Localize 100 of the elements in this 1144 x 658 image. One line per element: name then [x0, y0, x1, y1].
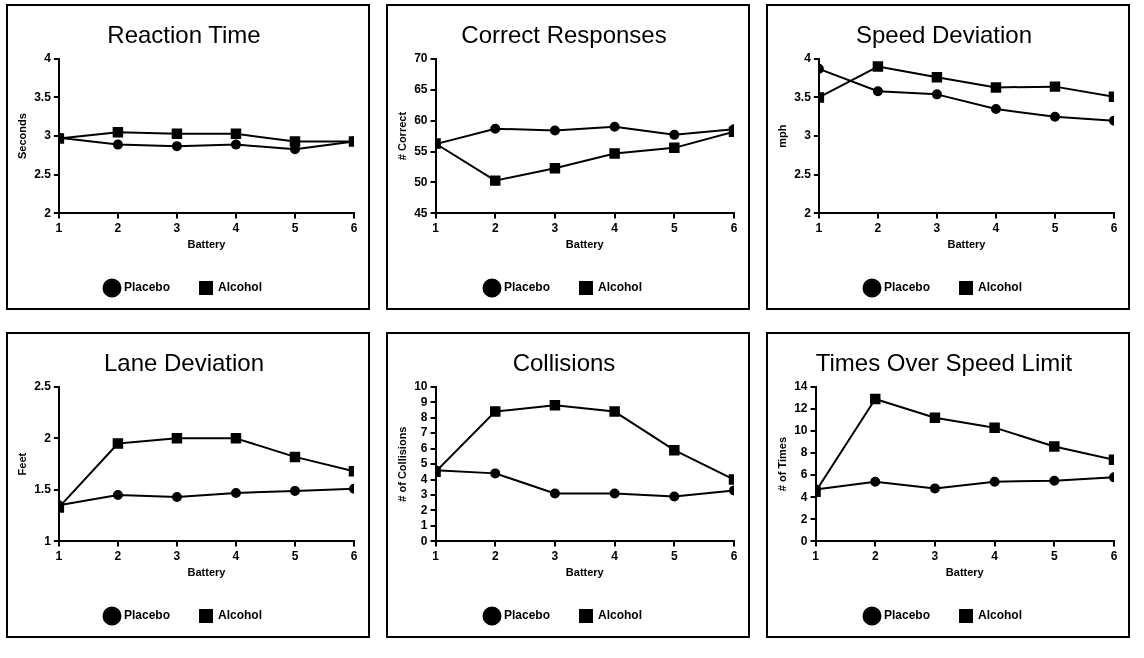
- y-tick-label: 55: [414, 143, 428, 158]
- chart-title: Reaction Time: [107, 21, 261, 49]
- y-tick-label: 10: [794, 423, 808, 438]
- x-tick-label: 5: [670, 548, 678, 563]
- y-axis-title: mph: [775, 124, 788, 148]
- x-tick-label: 3: [931, 548, 939, 563]
- x-tick-label: 5: [291, 548, 299, 563]
- x-axis-title: Battery: [187, 238, 227, 251]
- y-tick-label: 2: [804, 205, 812, 220]
- x-tick-label: 1: [55, 548, 63, 563]
- y-tick-label: 8: [800, 445, 808, 460]
- y-tick-label: 3: [804, 128, 812, 143]
- y-tick-label: 1.5: [34, 482, 52, 497]
- y-tick-label: 6: [800, 467, 808, 482]
- x-tick-label: 2: [114, 548, 122, 563]
- x-tick-label: 1: [432, 220, 440, 235]
- x-axis-title: Battery: [945, 566, 985, 579]
- y-tick-label: 2.5: [34, 379, 52, 394]
- x-tick-label: 6: [1110, 548, 1118, 563]
- x-tick-label: 3: [551, 220, 559, 235]
- y-tick-label: 5: [420, 456, 428, 471]
- legend-label: Placebo: [883, 608, 931, 623]
- y-tick-label: 9: [420, 394, 428, 409]
- x-tick-label: 6: [1110, 220, 1118, 235]
- x-tick-label: 2: [491, 548, 499, 563]
- y-axis-title: Seconds: [15, 113, 28, 160]
- x-tick-label: 4: [992, 220, 1000, 235]
- y-axis-title: Feet: [15, 452, 28, 476]
- y-tick-label: 4: [44, 51, 52, 66]
- legend-label: Alcohol: [598, 280, 643, 295]
- x-axis-title: Battery: [565, 238, 605, 251]
- chart-title: Collisions: [512, 349, 616, 377]
- y-tick-label: 1: [44, 533, 52, 548]
- y-tick-label: 65: [414, 82, 428, 97]
- y-tick-label: 6: [420, 440, 428, 455]
- chart-title: Correct Responses: [461, 21, 667, 49]
- x-tick-label: 2: [114, 220, 122, 235]
- x-axis-title: Battery: [947, 238, 987, 251]
- x-tick-label: 3: [933, 220, 941, 235]
- legend-label: Alcohol: [218, 280, 263, 295]
- x-tick-label: 4: [611, 548, 619, 563]
- y-tick-label: 10: [414, 379, 428, 394]
- y-tick-label: 3.5: [794, 89, 812, 104]
- legend-label: Alcohol: [218, 608, 263, 623]
- x-tick-label: 3: [173, 220, 181, 235]
- legend-label: Alcohol: [598, 608, 643, 623]
- chart-title: Times Over Speed Limit: [815, 349, 1073, 377]
- x-tick-label: 4: [232, 548, 240, 563]
- y-tick-label: 3: [44, 128, 52, 143]
- y-axis-title: # of Times: [775, 436, 788, 492]
- y-axis-title: # Correct: [395, 111, 408, 161]
- x-axis-title: Battery: [187, 566, 227, 579]
- x-tick-label: 3: [551, 548, 559, 563]
- y-tick-label: 1: [420, 518, 428, 533]
- y-tick-label: 0: [420, 533, 428, 548]
- chart-title: Lane Deviation: [103, 349, 265, 377]
- legend-label: Placebo: [503, 280, 551, 295]
- x-axis-title: Battery: [565, 566, 605, 579]
- y-tick-label: 2: [44, 205, 52, 220]
- y-tick-label: 4: [800, 489, 808, 504]
- x-tick-label: 4: [611, 220, 619, 235]
- y-tick-label: 60: [414, 112, 428, 127]
- x-tick-label: 6: [730, 220, 738, 235]
- y-tick-label: 3.5: [34, 89, 52, 104]
- y-tick-label: 3: [420, 487, 428, 502]
- legend-label: Placebo: [123, 608, 171, 623]
- legend-label: Alcohol: [978, 280, 1023, 295]
- y-tick-label: 2: [800, 511, 808, 526]
- x-tick-label: 2: [491, 220, 499, 235]
- x-tick-label: 6: [350, 220, 358, 235]
- x-tick-label: 5: [1051, 220, 1059, 235]
- chart-title: Speed Deviation: [855, 21, 1033, 49]
- y-tick-label: 4: [420, 471, 428, 486]
- x-tick-label: 4: [991, 548, 999, 563]
- y-axis-title: # of Collisions: [395, 426, 408, 502]
- legend-label: Placebo: [123, 280, 171, 295]
- y-tick-label: 4: [804, 51, 812, 66]
- x-tick-label: 5: [291, 220, 299, 235]
- x-tick-label: 3: [173, 548, 181, 563]
- x-tick-label: 5: [1050, 548, 1058, 563]
- x-tick-label: 6: [350, 548, 358, 563]
- x-tick-label: 2: [874, 220, 882, 235]
- legend-label: Alcohol: [978, 608, 1023, 623]
- x-tick-label: 5: [670, 220, 678, 235]
- y-tick-label: 50: [414, 174, 428, 189]
- x-tick-label: 1: [432, 548, 440, 563]
- y-tick-label: 12: [794, 401, 808, 416]
- legend-label: Placebo: [503, 608, 551, 623]
- x-tick-label: 4: [232, 220, 240, 235]
- y-tick-label: 2.5: [34, 167, 52, 182]
- y-tick-label: 2: [420, 502, 428, 517]
- x-tick-label: 6: [730, 548, 738, 563]
- x-tick-label: 2: [871, 548, 879, 563]
- x-tick-label: 1: [55, 220, 63, 235]
- y-tick-label: 8: [420, 410, 428, 425]
- y-tick-label: 70: [414, 51, 428, 66]
- y-tick-label: 2.5: [794, 167, 812, 182]
- y-tick-label: 14: [794, 379, 808, 394]
- y-tick-label: 0: [800, 533, 808, 548]
- x-tick-label: 1: [815, 220, 823, 235]
